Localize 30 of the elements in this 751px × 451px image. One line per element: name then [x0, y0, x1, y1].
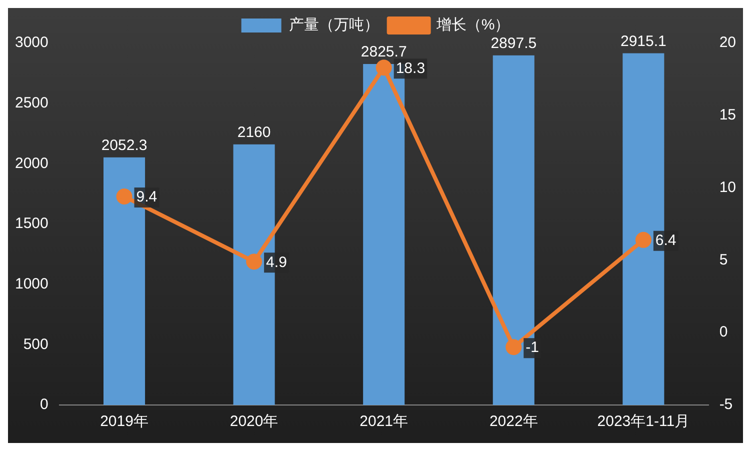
x-tick-label: 2022年 [489, 413, 538, 430]
data-label: 2052.3 [101, 136, 148, 154]
y2-tick-label: 15 [719, 106, 736, 124]
y-tick-label: 0 [40, 396, 48, 414]
data-label: 2160 [237, 124, 271, 141]
data-label: 2915.1 [620, 32, 666, 50]
data-label: 2825.7 [360, 44, 407, 61]
data-label: 18.3 [396, 60, 426, 77]
data-label: -1 [526, 339, 539, 356]
y-tick-label: 2500 [14, 94, 48, 112]
data-label: 2897.5 [490, 35, 537, 52]
y-tick-label: 500 [23, 336, 48, 353]
y2-tick-label: -5 [719, 396, 733, 414]
y2-tick-label: 10 [719, 178, 736, 196]
x-tick-label: 2023年1-11月 [597, 413, 690, 430]
y-tick-label: 1000 [14, 275, 48, 292]
data-label: 9.4 [136, 188, 158, 206]
data-label: 6.4 [655, 232, 676, 250]
legend-label: 增长（%） [435, 16, 510, 34]
x-tick-label: 2019年 [100, 413, 148, 430]
x-tick-label: 2020年 [230, 413, 278, 430]
y-tick-label: 1500 [14, 215, 48, 232]
y-tick-label: 3000 [14, 34, 48, 52]
y-tick-label: 2000 [14, 154, 48, 172]
data-label: 4.9 [266, 254, 287, 271]
x-tick-label: 2021年 [360, 413, 408, 430]
y2-tick-label: 5 [719, 251, 728, 268]
legend-label: 产量（万吨） [288, 16, 379, 34]
y2-tick-label: 20 [719, 34, 736, 52]
y2-tick-label: 0 [719, 324, 728, 341]
